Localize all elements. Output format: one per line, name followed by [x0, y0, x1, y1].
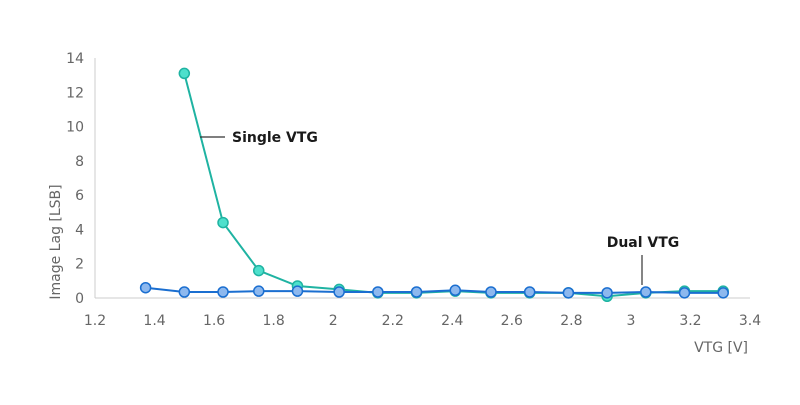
- series-layer: [139, 67, 729, 303]
- data-point-dual-vtg: [333, 286, 345, 298]
- data-point-dual-vtg: [217, 286, 229, 298]
- x-tick-label: 1.6: [203, 313, 225, 329]
- x-tick-label: 1.4: [143, 313, 165, 329]
- y-tick-label: 10: [66, 120, 84, 136]
- y-tick-label: 4: [75, 222, 84, 238]
- x-tick-label: 2.4: [441, 313, 463, 329]
- x-tick-label: 3: [626, 313, 635, 329]
- y-tick-label: 6: [75, 188, 84, 204]
- data-point-dual-vtg: [372, 286, 384, 298]
- series-single-vtg: [178, 67, 729, 303]
- data-point-dual-vtg: [717, 287, 729, 299]
- x-tick-label: 1.8: [263, 313, 285, 329]
- data-point-dual-vtg: [291, 285, 304, 297]
- annotations: Single VTG Dual VTG: [200, 130, 679, 285]
- y-tick-label: 8: [75, 154, 84, 170]
- x-axis-label: VTG [V]: [694, 340, 748, 356]
- data-point-dual-vtg: [410, 286, 423, 298]
- y-axis-label: Image Lag [LSB]: [48, 184, 64, 299]
- y-tick-label: 12: [66, 85, 84, 101]
- x-tick-label: 3.2: [679, 313, 701, 329]
- data-point-dual-vtg: [253, 285, 265, 297]
- y-tick-label: 0: [75, 291, 84, 307]
- x-tick-label: 2.2: [382, 313, 404, 329]
- data-point-single-vtg: [178, 67, 191, 80]
- data-point-dual-vtg: [178, 286, 191, 298]
- data-point-dual-vtg: [139, 281, 152, 294]
- data-point-dual-vtg: [523, 286, 536, 298]
- x-tick-label: 3.4: [739, 313, 761, 329]
- x-tick-label: 2.6: [501, 313, 523, 329]
- series-line-dual-vtg: [145, 286, 724, 294]
- x-tick-label: 2: [329, 313, 338, 329]
- y-tick-label: 2: [75, 257, 84, 273]
- series-dual-vtg: [139, 281, 729, 299]
- single-vtg-annotation: Single VTG: [232, 130, 318, 146]
- data-point-dual-vtg: [485, 286, 497, 298]
- axes: [94, 58, 750, 299]
- x-tick-label: 1.2: [84, 313, 106, 329]
- x-tick-labels: 1.2 1.4 1.6 1.8 2 2.2 2.4 2.6 2.8 3 3.2 3.4: [84, 313, 761, 329]
- data-point-dual-vtg: [449, 284, 461, 297]
- dual-vtg-annotation: Dual VTG: [607, 235, 680, 251]
- y-tick-labels: 0 2 4 6 8 10 12 14: [66, 51, 84, 307]
- data-point-single-vtg: [217, 216, 229, 229]
- data-point-dual-vtg: [640, 286, 652, 298]
- y-tick-label: 14: [66, 51, 84, 67]
- x-tick-label: 2.8: [560, 313, 582, 329]
- data-point-dual-vtg: [601, 287, 613, 299]
- data-point-dual-vtg: [678, 287, 691, 299]
- data-point-dual-vtg: [562, 287, 575, 299]
- data-point-single-vtg: [253, 264, 265, 277]
